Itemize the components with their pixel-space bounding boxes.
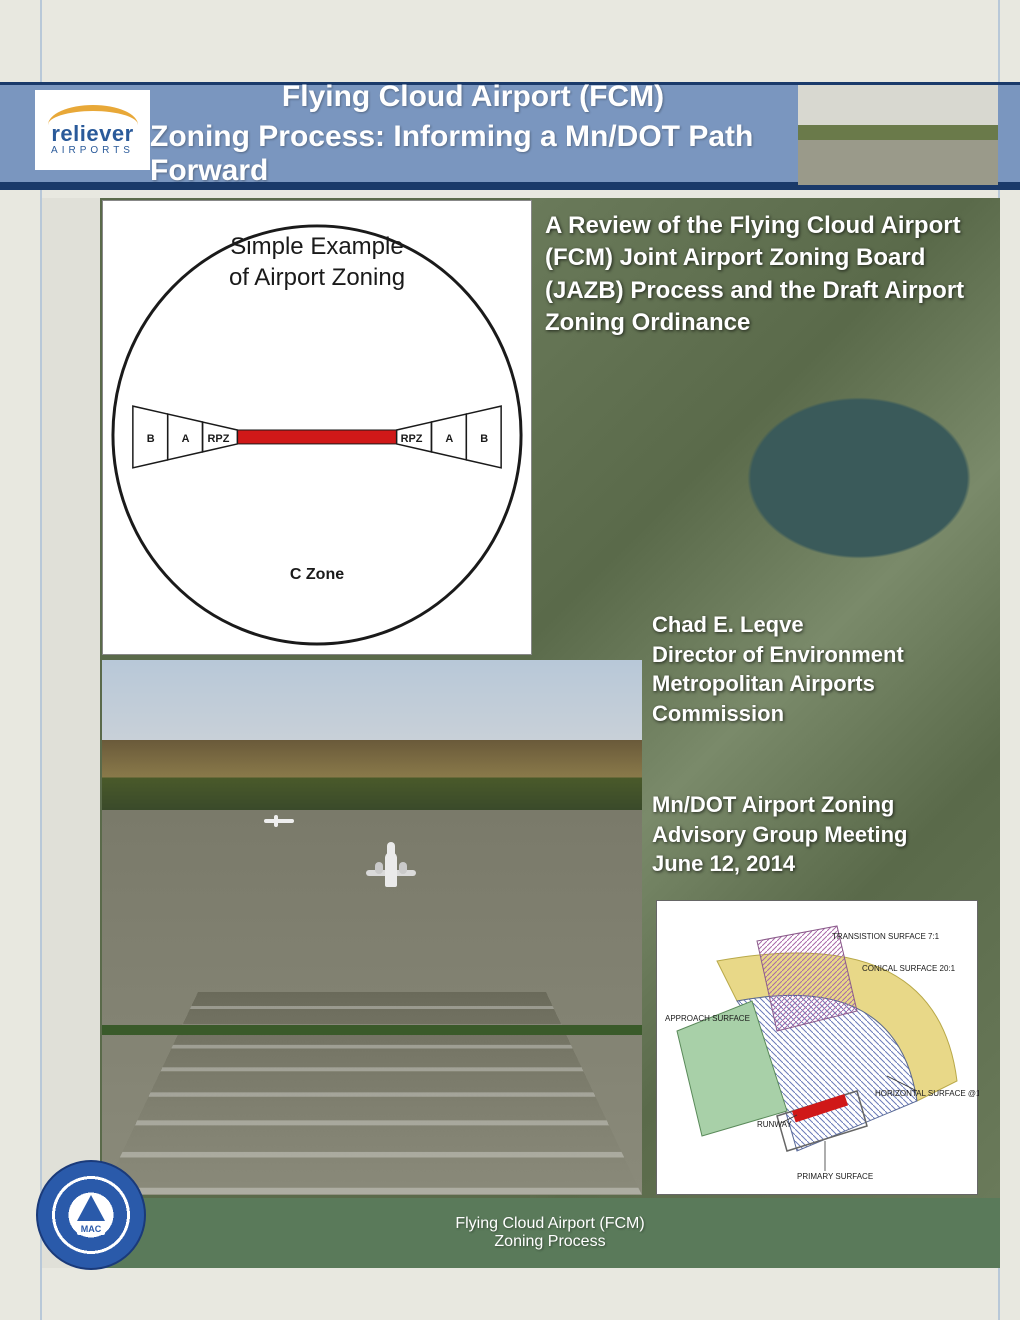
label-approach: APPROACH SURFACE — [665, 1014, 750, 1023]
title-line-1: Flying Cloud Airport (FCM) — [282, 80, 664, 114]
footer-bar: Flying Cloud Airport (FCM) Zoning Proces… — [100, 1198, 1000, 1268]
author-block: Chad E. Leqve Director of Environment Me… — [652, 610, 982, 729]
runway-surface — [102, 992, 642, 1195]
left-margin — [42, 198, 100, 1268]
logo-sub: AIRPORTS — [51, 145, 134, 156]
zone-rpz-left: RPZ — [208, 433, 230, 445]
zoning-diagram: B A RPZ RPZ A B Simple Example of Airpor… — [102, 200, 532, 655]
diagram-title: Simple Example of Airport Zoning — [103, 231, 531, 293]
header-photo — [798, 85, 998, 185]
zone-b-left: B — [147, 433, 155, 445]
author-role: Director of Environment — [652, 640, 982, 670]
zone-a-right: A — [445, 433, 453, 445]
c-zone-label: C Zone — [103, 566, 531, 584]
surfaces-svg: TRANSISTION SURFACE 7:1 CONICAL SURFACE … — [657, 901, 979, 1196]
diagram-title-1: Simple Example — [230, 233, 403, 260]
grass-strip — [102, 1025, 642, 1035]
label-conical: CONICAL SURFACE 20:1 — [862, 964, 956, 973]
author-org2: Commission — [652, 699, 982, 729]
diagram-title-2: of Airport Zoning — [229, 264, 405, 291]
page-title: Flying Cloud Airport (FCM) Zoning Proces… — [150, 82, 796, 186]
seal-label: MAC — [77, 1223, 106, 1235]
footer-line1: Flying Cloud Airport (FCM) — [455, 1215, 644, 1233]
meeting-block: Mn/DOT Airport Zoning Advisory Group Mee… — [652, 790, 982, 879]
label-transition: TRANSISTION SURFACE 7:1 — [832, 932, 940, 941]
mac-seal-icon: MAC — [36, 1160, 146, 1270]
zone-b-right: B — [480, 433, 488, 445]
label-horizontal: HORIZONTAL SURFACE @150' — [875, 1089, 979, 1098]
surfaces-diagram: TRANSISTION SURFACE 7:1 CONICAL SURFACE … — [656, 900, 978, 1195]
meeting-date: June 12, 2014 — [652, 849, 982, 879]
meeting-line2: Advisory Group Meeting — [652, 820, 982, 850]
zone-a-left: A — [182, 433, 190, 445]
meeting-line1: Mn/DOT Airport Zoning — [652, 790, 982, 820]
author-org1: Metropolitan Airports — [652, 669, 982, 699]
author-name: Chad E. Leqve — [652, 610, 982, 640]
label-runway: RUNWAY — [757, 1120, 792, 1129]
small-plane-icon — [264, 815, 294, 827]
logo-word: reliever — [51, 121, 133, 147]
footer-line2: Zoning Process — [494, 1233, 605, 1251]
seal-plane-icon — [77, 1195, 105, 1221]
title-line-2: Zoning Process: Informing a Mn/DOT Path … — [150, 120, 796, 188]
runway-photo — [102, 660, 642, 1195]
review-text: A Review of the Flying Cloud Airport (FC… — [545, 210, 965, 340]
reliever-logo: reliever AIRPORTS — [35, 90, 150, 170]
zone-rpz-right: RPZ — [401, 433, 423, 445]
label-primary: PRIMARY SURFACE — [797, 1172, 873, 1181]
jet-icon — [361, 842, 421, 892]
